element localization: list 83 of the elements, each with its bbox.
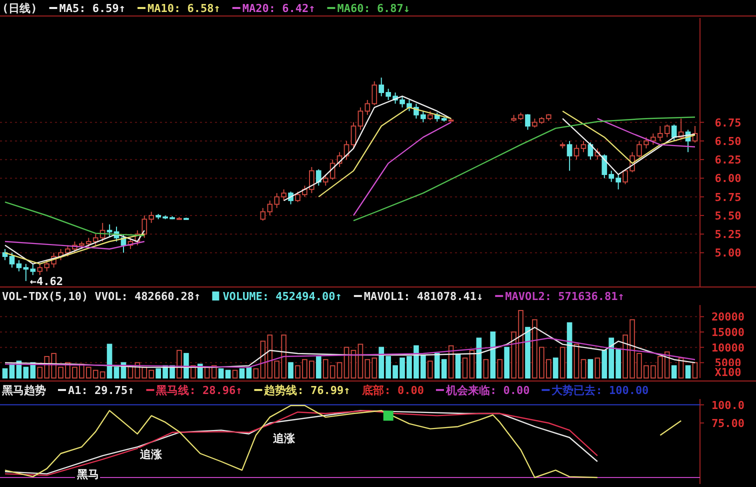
- line-series: [4, 326, 696, 368]
- y-tick-label: 5.00: [714, 246, 742, 260]
- legend-label: 大势已去: 100.00: [552, 384, 649, 397]
- y-tick-label: 15000: [711, 326, 745, 339]
- bar: [316, 356, 322, 378]
- bar: [469, 350, 475, 378]
- y-tick-label: 75.00: [711, 416, 745, 430]
- line-series: [283, 96, 452, 202]
- bar: [218, 368, 224, 378]
- bar: [358, 344, 364, 378]
- legend-label: 黑马线: 28.96↑: [155, 384, 242, 397]
- y-tick-label: 5.75: [714, 190, 742, 204]
- bar: [588, 359, 594, 378]
- annotation: 追涨: [139, 448, 163, 461]
- text: 底部: 0.00: [361, 384, 424, 397]
- bar: [692, 362, 698, 378]
- line-series: [352, 116, 696, 222]
- candlestick: [574, 144, 580, 160]
- legend-label: MAVOL2: 571636.81↑: [505, 290, 624, 303]
- y-tick-label: 5.25: [714, 228, 742, 242]
- legend-label: 机会来临: 0.00: [444, 384, 530, 397]
- bar: [685, 365, 691, 378]
- bar: [574, 344, 580, 378]
- annotation: 黑马: [76, 468, 99, 481]
- legend-label: MA60: 6.87↓: [337, 2, 410, 15]
- bar: [455, 354, 461, 378]
- bar: [462, 358, 468, 378]
- bar: [288, 362, 294, 378]
- y-tick-label: 6.00: [714, 172, 742, 186]
- bar: [580, 359, 586, 378]
- legend-label: MA20: 6.42↑: [242, 2, 316, 15]
- y-tick-label: 6.50: [714, 134, 742, 148]
- bar: [336, 362, 342, 378]
- bar: [184, 352, 189, 378]
- candlestick: [580, 140, 586, 153]
- y-tick-label: 20000: [711, 310, 745, 324]
- bar: [566, 322, 572, 378]
- candlestick: [316, 168, 322, 186]
- line-series: [596, 118, 696, 148]
- text: X100: [714, 366, 742, 379]
- line-series: [4, 338, 696, 368]
- bar: [239, 368, 245, 378]
- candlestick: [525, 114, 530, 130]
- bar: [2, 368, 8, 378]
- bar: [525, 326, 530, 378]
- legend-label: MA10: 6.58↑: [147, 2, 220, 15]
- bar: [671, 365, 677, 378]
- candlestick: [566, 140, 572, 172]
- chart-title: (日线): [2, 2, 38, 15]
- y-tick-label: 5.50: [714, 209, 742, 222]
- bar: [225, 370, 231, 378]
- legend-label: MA5: 6.59↑: [59, 2, 126, 15]
- annotation: ←4.62: [30, 275, 64, 288]
- chart-title: 黑马趋势: [1, 384, 46, 397]
- bar: [497, 359, 503, 378]
- bar: [504, 346, 510, 378]
- bar: [490, 331, 496, 378]
- bar: [176, 350, 182, 378]
- candlestick: [350, 122, 356, 149]
- candlestick: [106, 224, 112, 237]
- bar: [560, 346, 566, 378]
- line-series: [352, 122, 452, 216]
- bar: [594, 358, 600, 378]
- candlestick: [358, 106, 364, 130]
- legend-label: VOLUME: 452494.00↑: [222, 290, 342, 303]
- legend-label: A1: 29.75↑: [68, 384, 134, 397]
- y-tick-label: 10000: [711, 341, 745, 354]
- bar: [350, 350, 356, 378]
- bar: [114, 366, 120, 378]
- bar: [232, 370, 238, 378]
- y-tick-label: 100.0: [711, 398, 745, 412]
- candlestick: [2, 248, 8, 261]
- candlestick: [671, 124, 677, 142]
- bar: [552, 358, 558, 378]
- bar: [427, 360, 433, 378]
- legend-label: 趋势线: 76.99↑: [263, 384, 350, 397]
- legend-label: MAVOL1: 481078.41↓: [364, 290, 484, 303]
- chart-title: VOL-TDX(5,10) VVOL: 482660.28↑: [2, 290, 201, 303]
- y-tick-label: 6.75: [714, 116, 742, 130]
- y-tick-label: 6.25: [714, 154, 742, 167]
- bar: [483, 359, 489, 378]
- annotation: 追涨: [272, 432, 296, 445]
- candlestick: [9, 252, 15, 268]
